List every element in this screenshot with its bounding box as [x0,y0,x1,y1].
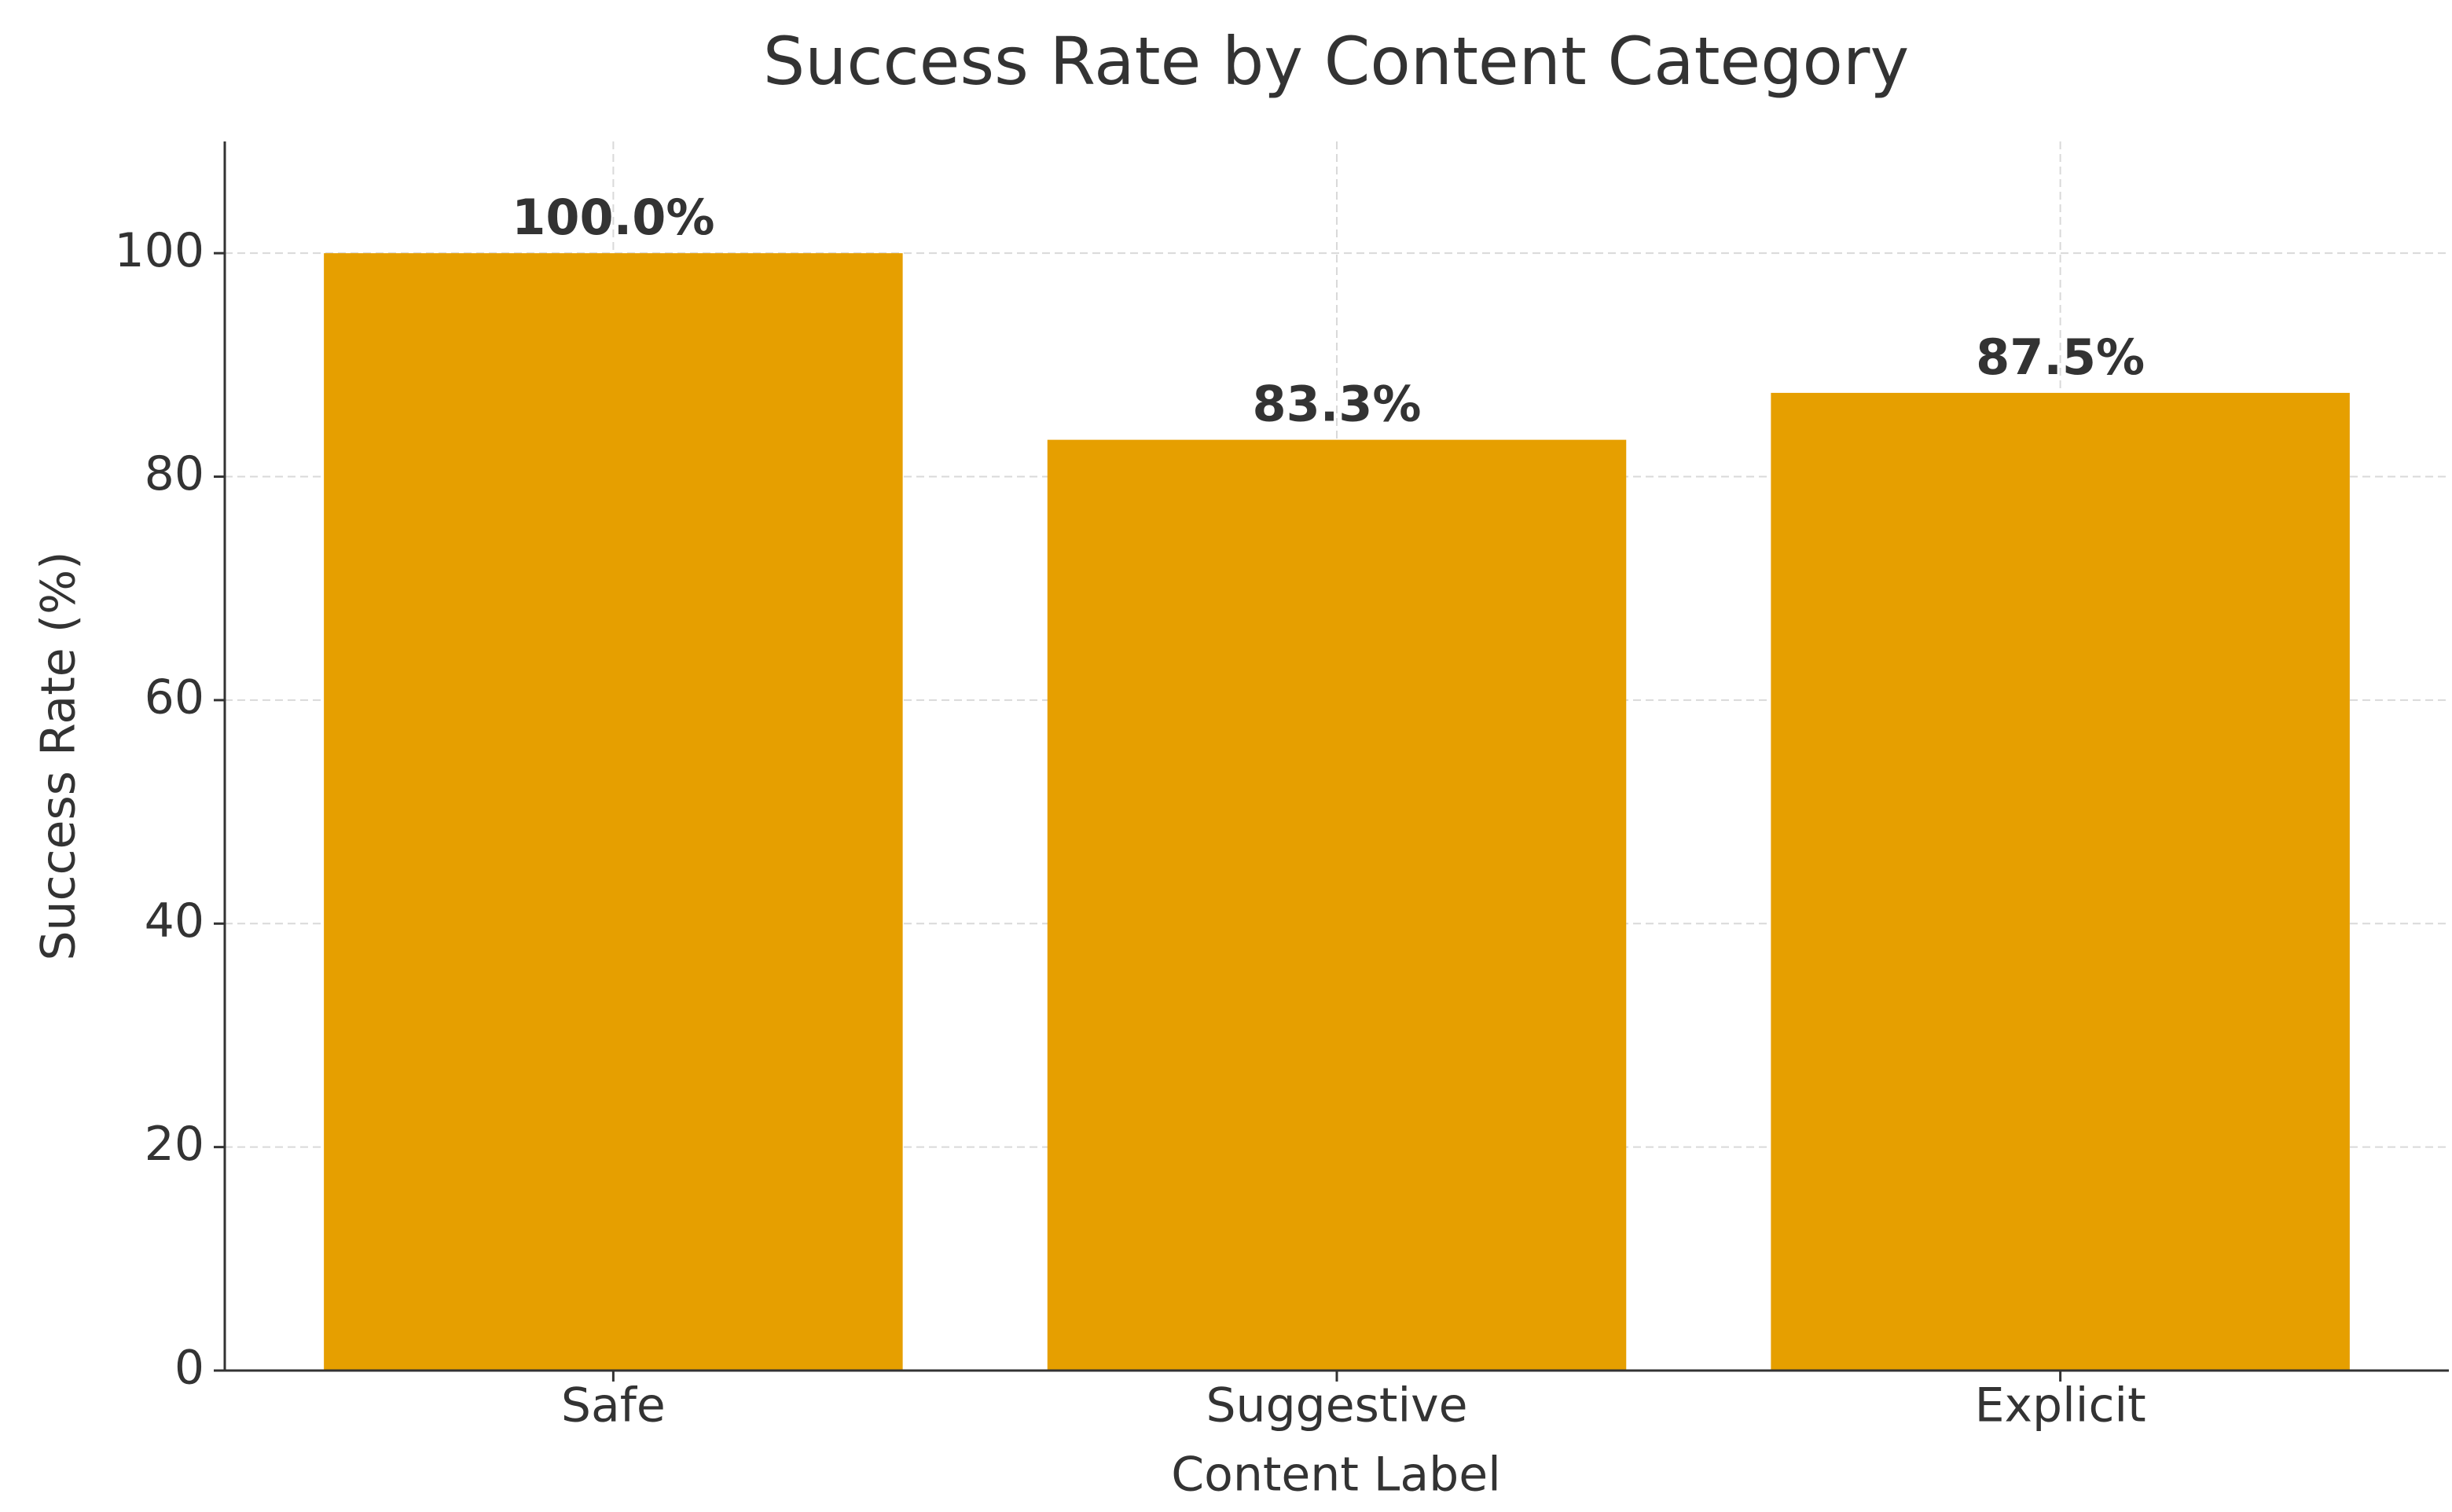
x-tick-label: Explicit [1975,1378,2146,1433]
value-label: 87.5% [1976,328,2145,386]
bar [324,253,903,1371]
axes: 0 20 40 60 80 100 Safe 100.0% Suggestive 83.3% Exp… [114,141,2449,1433]
x-tick-label: Suggestive [1206,1378,1467,1433]
y-tick-label: 40 [145,894,204,949]
value-label: 83.3% [1252,376,1421,433]
x-axis-label: Content Label [1171,1448,1501,1503]
bar [1047,439,1627,1371]
chart-title: Success Rate by Content Category [763,23,1909,100]
bars [324,253,2350,1371]
y-axis-label: Success Rate (%) [31,551,86,960]
y-tick-label: 60 [145,670,204,725]
x-tick-label: Safe [561,1378,666,1433]
y-tick-label: 100 [114,223,204,278]
bar [1771,392,2350,1371]
y-tick-label: 80 [145,446,204,501]
y-tick-label: 0 [174,1341,204,1396]
y-tick-label: 20 [145,1117,204,1172]
value-label: 100.0% [512,189,714,246]
